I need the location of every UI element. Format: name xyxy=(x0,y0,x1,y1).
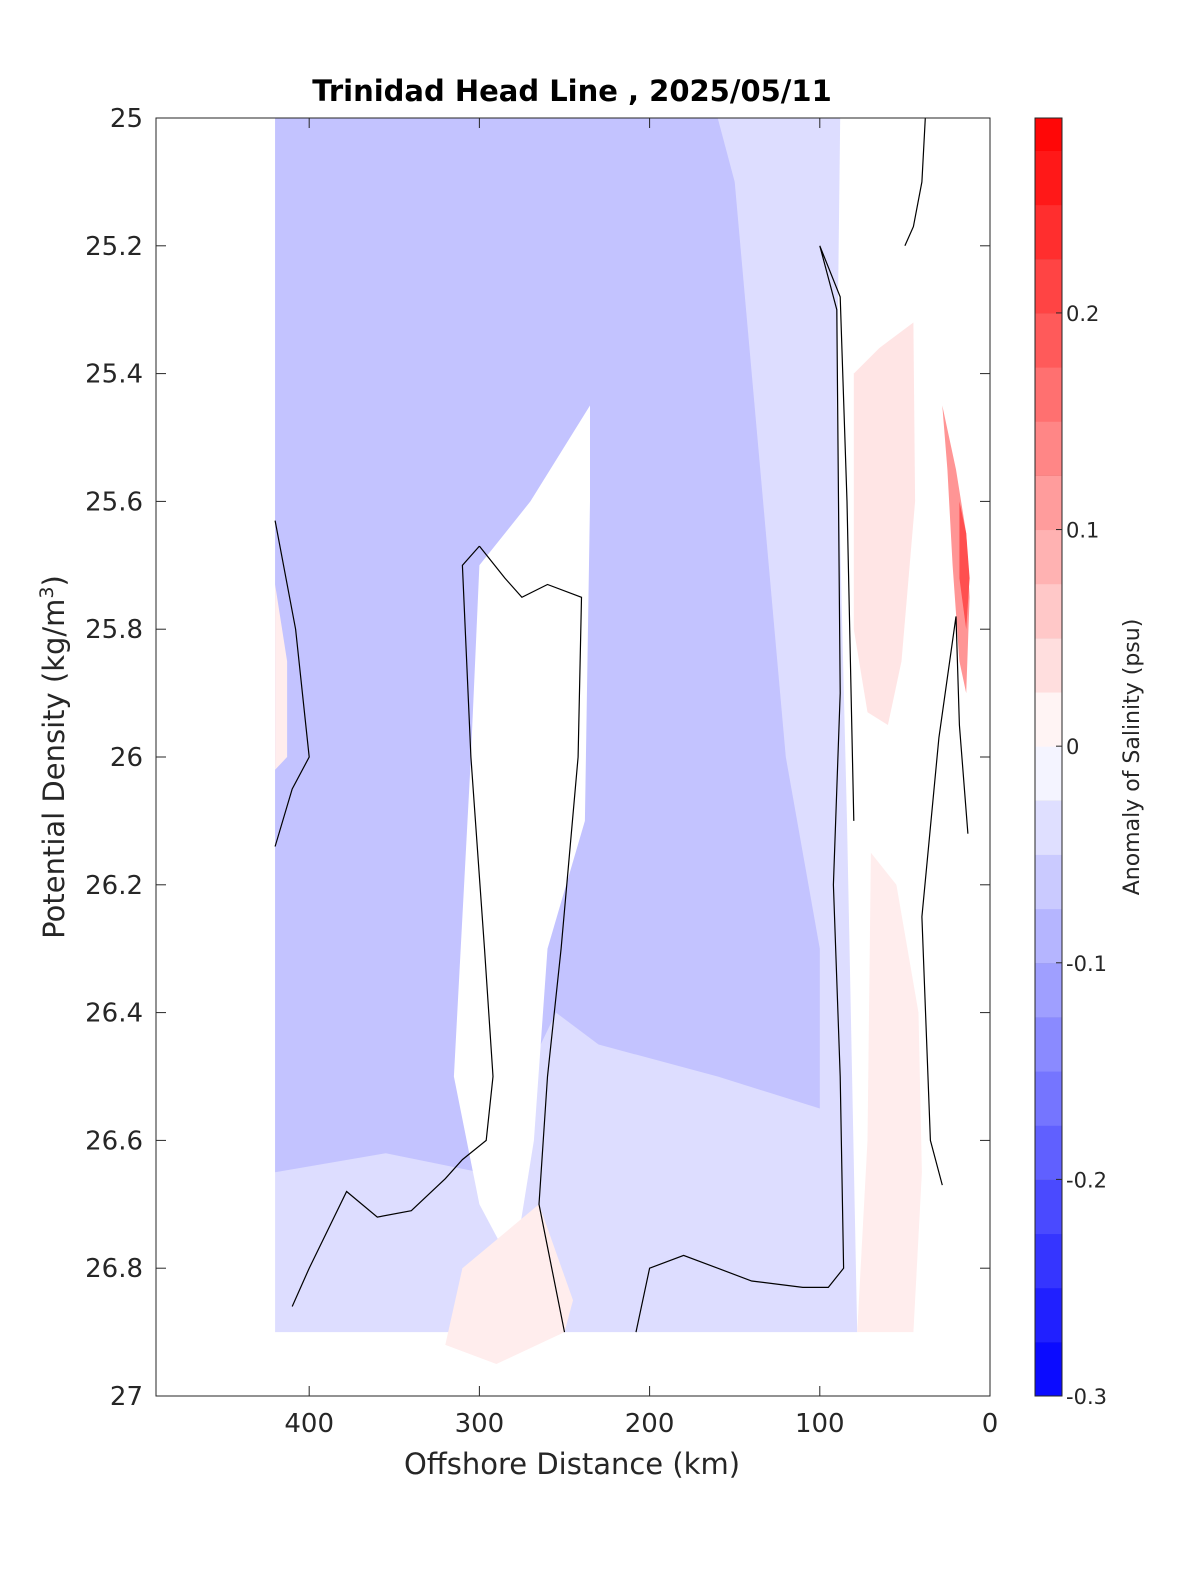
y-tick-label: 26.6 xyxy=(85,1126,143,1156)
x-axis: 400 300 200 100 0 xyxy=(284,118,998,1439)
zero-contour-line-6 xyxy=(921,616,969,1186)
colorbar-band xyxy=(1035,204,1062,260)
colorbar-tick-label: 0.2 xyxy=(1066,302,1099,326)
y-tick-label: 26 xyxy=(110,743,143,773)
colorbar-band xyxy=(1035,583,1062,639)
y-tick-label: 25.8 xyxy=(85,615,143,645)
colorbar-band xyxy=(1035,1179,1062,1235)
y-tick-label: 25 xyxy=(110,104,143,134)
y-axis: 25 25.2 25.4 25.6 25.8 26 26.2 26.4 26.6 26.8 27 xyxy=(85,104,990,1412)
zero-contour-lines xyxy=(274,118,969,1333)
zero-contour-line-1 xyxy=(274,520,310,847)
contour-region-coastal-peak-anomaly xyxy=(959,501,970,630)
colorbar-band xyxy=(1035,1233,1062,1289)
colorbar-band xyxy=(1035,150,1062,206)
colorbar-band xyxy=(1035,962,1062,1018)
colorbar-band xyxy=(1035,118,1062,151)
colorbar-band xyxy=(1035,1016,1062,1072)
colorbar-band xyxy=(1035,854,1062,910)
colorbar-band xyxy=(1035,692,1062,747)
colorbar-band xyxy=(1035,1071,1062,1126)
colorbar xyxy=(1035,117,1062,1397)
contour-region-offshore-positive-sliver xyxy=(275,584,288,770)
y-axis-label-close: ) xyxy=(37,575,71,586)
colorbar-band xyxy=(1035,637,1062,693)
zero-contour-line-4 xyxy=(635,245,855,1333)
colorbar-band xyxy=(1035,1341,1062,1397)
colorbar-band xyxy=(1035,529,1062,585)
zero-contour-line-5 xyxy=(904,118,926,247)
colorbar-ticks: -0.3 -0.2 -0.1 0 0.1 0.2 xyxy=(1056,302,1107,1409)
colorbar-tick-label: -0.1 xyxy=(1066,952,1107,976)
y-axis-label-main: Potential Density (kg/m xyxy=(37,599,71,939)
zero-contour-line-2 xyxy=(478,545,583,1333)
x-tick-label: 300 xyxy=(455,1409,505,1439)
colorbar-tick-label: 0.1 xyxy=(1066,519,1099,543)
contour-region-nearshore-positive-patch xyxy=(853,322,916,725)
colorbar-band xyxy=(1035,746,1062,801)
contour-region-mid-shelf-white-column xyxy=(453,405,590,1269)
y-tick-label: 25.6 xyxy=(85,487,143,517)
y-tick-label: 25.2 xyxy=(85,232,143,262)
chart-title: Trinidad Head Line , 2025/05/11 xyxy=(312,74,832,108)
x-axis-label: Offshore Distance (km) xyxy=(404,1447,740,1481)
y-tick-label: 25.4 xyxy=(85,360,143,390)
colorbar-tick-label: 0 xyxy=(1066,735,1079,759)
y-tick-label: 27 xyxy=(110,1382,143,1412)
x-tick-label: 400 xyxy=(284,1409,334,1439)
x-tick-label: 0 xyxy=(982,1409,999,1439)
colorbar-band xyxy=(1035,475,1062,531)
colorbar-band xyxy=(1035,421,1062,476)
contour-regions xyxy=(275,118,970,1364)
colorbar-band xyxy=(1035,312,1062,368)
colorbar-band xyxy=(1035,1125,1062,1180)
contour-region-inner-shelf-positive-band xyxy=(857,852,922,1333)
x-tick-label: 200 xyxy=(625,1409,675,1439)
contour-region-deep-positive-lens xyxy=(445,1204,573,1364)
y-tick-label: 26.4 xyxy=(85,999,143,1029)
y-axis-label: Potential Density (kg/m3) xyxy=(36,575,71,939)
colorbar-band xyxy=(1035,1287,1062,1343)
colorbar-label: Anomaly of Salinity (psu) xyxy=(1120,619,1145,896)
colorbar-tick-label: -0.2 xyxy=(1066,1168,1107,1192)
y-tick-label: 26.2 xyxy=(85,871,143,901)
colorbar-band xyxy=(1035,908,1062,964)
colorbar-tick-label: -0.3 xyxy=(1066,1385,1107,1409)
colorbar-band xyxy=(1035,800,1062,855)
zero-contour-line-3 xyxy=(291,545,494,1307)
colorbar-band xyxy=(1035,258,1062,314)
x-tick-label: 100 xyxy=(795,1409,845,1439)
contour-region-coastal-high-anomaly xyxy=(942,405,970,694)
colorbar-frame xyxy=(1034,117,1063,1397)
y-tick-label: 26.8 xyxy=(85,1254,143,1284)
colorbar-band xyxy=(1035,367,1062,422)
y-axis-label-superscript: 3 xyxy=(36,586,58,598)
